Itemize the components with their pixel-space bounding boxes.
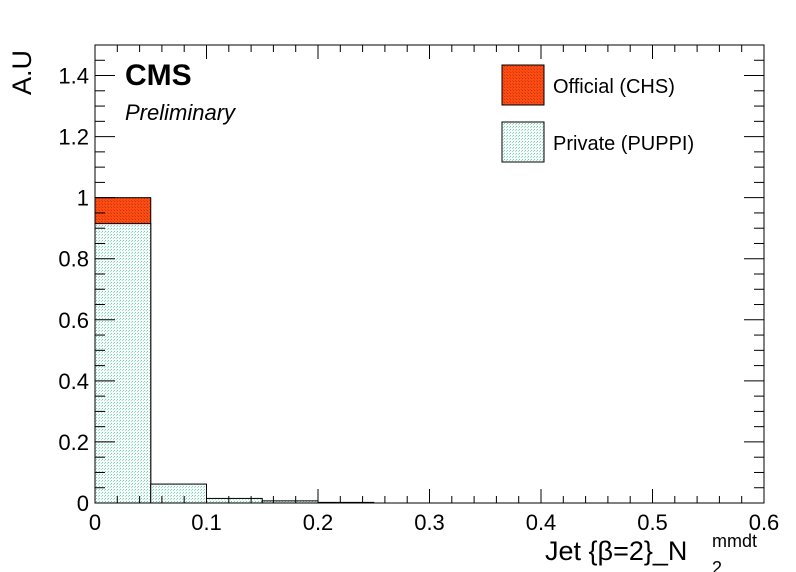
bars-layer — [94, 197, 375, 504]
legend-label-private: Private (PUPPI) — [553, 133, 694, 155]
legend-label-official: Official (CHS) — [553, 76, 675, 98]
legend-entry-official: Official (CHS) — [501, 64, 675, 106]
y-tick-label: 0 — [77, 491, 89, 516]
y-tick-label: 1.4 — [58, 64, 89, 89]
bar-private-bin-0 — [94, 223, 152, 504]
preliminary-label: Preliminary — [125, 100, 237, 125]
x-axis-title-superscript: mmdt — [712, 531, 757, 551]
y-tick-label: 0.2 — [58, 430, 89, 455]
legend-swatch-official — [501, 64, 545, 106]
x-tick-label: 0.4 — [526, 510, 557, 535]
x-axis-title-subscript: 2 — [712, 558, 722, 572]
y-tick-label: 1.2 — [58, 125, 89, 150]
x-tick-label: 0.6 — [749, 510, 780, 535]
legend-swatch-private — [501, 121, 545, 163]
x-tick-label: 0.3 — [414, 510, 445, 535]
y-tick-label: 1 — [77, 186, 89, 211]
y-tick-label: 0.8 — [58, 247, 89, 272]
x-tick-label: 0 — [89, 510, 101, 535]
x-axis-title: Jet {β=2}_N — [545, 536, 687, 566]
x-axis-title-main: Jet {β=2}_N — [545, 536, 687, 566]
cms-label: CMS — [125, 59, 192, 92]
bar-private-bin-4 — [317, 501, 375, 504]
legend: Official (CHS) Private (PUPPI) — [501, 64, 694, 163]
legend-entry-private: Private (PUPPI) — [501, 121, 694, 163]
ticks-layer — [94, 44, 765, 504]
y-axis-title: A.U — [7, 50, 37, 95]
bar-private-bin-3 — [261, 500, 319, 504]
tick-labels-layer: 0 0.2 0.4 0.6 0.8 1 1.2 1.4 0 0.1 0.2 0.3 0.4 0.5 0.6 — [58, 64, 779, 535]
bar-private-bin-1 — [150, 483, 207, 504]
x-tick-label: 0.5 — [637, 510, 668, 535]
y-tick-label: 0.4 — [58, 369, 89, 394]
x-tick-label: 0.2 — [303, 510, 334, 535]
x-tick-label: 0.1 — [191, 510, 222, 535]
bar-private-bin-2 — [206, 497, 263, 504]
y-tick-label: 0.6 — [58, 308, 89, 333]
